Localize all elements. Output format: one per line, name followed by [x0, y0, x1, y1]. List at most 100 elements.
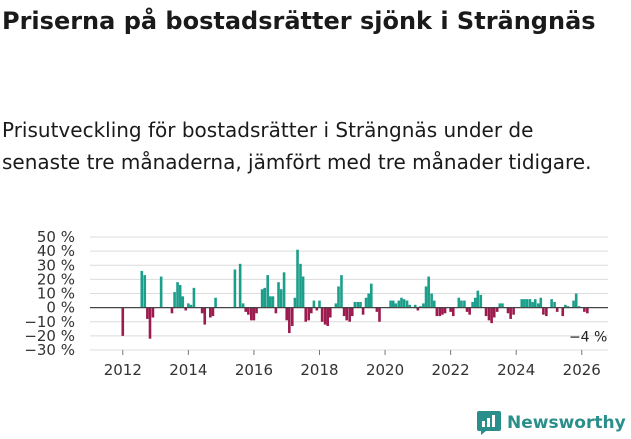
- bar: [189, 304, 193, 308]
- bar: [121, 307, 125, 336]
- bar: [178, 285, 182, 308]
- y-tick-label: 10 %: [37, 285, 75, 303]
- bar: [233, 269, 237, 308]
- x-tick-label: 2014: [169, 361, 207, 379]
- bar: [359, 301, 362, 308]
- bar: [203, 307, 207, 325]
- bar: [405, 300, 409, 308]
- bar: [495, 307, 499, 312]
- bar: [364, 297, 368, 308]
- bar: [572, 300, 575, 308]
- bar: [181, 296, 185, 308]
- bar: [340, 275, 343, 308]
- bar: [520, 299, 524, 308]
- bar: [159, 276, 163, 308]
- bar: [424, 286, 428, 308]
- bar: [301, 276, 305, 308]
- bar: [309, 307, 313, 314]
- bar: [140, 270, 144, 308]
- y-axis: −30 %−20 %−10 %0 %10 %20 %30 %40 %50 %: [24, 228, 75, 359]
- bar: [255, 307, 258, 314]
- bar: [361, 307, 365, 315]
- y-tick-label: 40 %: [37, 242, 75, 260]
- bar: [214, 297, 217, 308]
- chart-subtitle: Prisutveckling för bostadsrätter i Strän…: [2, 118, 592, 174]
- bar: [487, 307, 491, 321]
- bar: [170, 307, 174, 314]
- bar: [479, 294, 483, 308]
- bar: [539, 297, 543, 308]
- bar: [553, 301, 556, 308]
- bar: [290, 307, 294, 326]
- x-tick-label: 2012: [104, 361, 142, 379]
- bar: [460, 300, 463, 308]
- brand-name: Newsworthy: [507, 413, 626, 433]
- x-axis: 2012 2014 2016 2018 2020 2022 2024 2026: [104, 350, 601, 379]
- bar: [536, 303, 540, 308]
- bar: [323, 307, 327, 325]
- bar: [550, 299, 553, 308]
- bar: [432, 300, 436, 308]
- newsworthy-logo-icon: [477, 411, 501, 435]
- bar: [545, 307, 548, 317]
- bar: [238, 263, 242, 308]
- bar: [337, 286, 340, 308]
- x-tick-label: 2022: [432, 361, 470, 379]
- x-tick-label: 2026: [563, 361, 601, 379]
- y-tick-label: 20 %: [37, 270, 75, 288]
- bar: [285, 307, 289, 321]
- bar: [509, 307, 512, 319]
- bar: [353, 301, 357, 308]
- bar: [427, 276, 430, 308]
- bar: [438, 307, 442, 317]
- bar: [367, 293, 370, 308]
- bar: [443, 307, 447, 314]
- bar: [296, 249, 299, 308]
- bar: [561, 307, 565, 317]
- bar: [413, 304, 417, 308]
- bar: [400, 297, 403, 308]
- bar: [250, 307, 253, 321]
- bar: [402, 299, 406, 308]
- bar: [299, 263, 302, 308]
- bar: [318, 300, 321, 308]
- bar: [574, 293, 578, 308]
- bar: [465, 307, 469, 312]
- bar: [476, 290, 480, 308]
- bar: [441, 307, 444, 315]
- bar: [566, 306, 570, 308]
- bar: [408, 304, 411, 308]
- bar: [389, 300, 392, 308]
- bar: [498, 303, 502, 308]
- bar: [564, 304, 567, 308]
- bar: [397, 300, 401, 308]
- bar: [492, 307, 496, 318]
- bar: [211, 307, 215, 317]
- bar: [369, 283, 373, 308]
- bar: [320, 307, 324, 322]
- bar: [586, 307, 589, 314]
- bar: [473, 297, 477, 308]
- bar: [274, 307, 278, 314]
- y-tick-label: 50 %: [37, 228, 75, 246]
- bar: [422, 303, 425, 308]
- bar: [176, 282, 179, 308]
- bar: [449, 307, 452, 312]
- bar: [451, 307, 455, 317]
- bar: [209, 307, 212, 318]
- bar: [416, 307, 420, 311]
- bar: [484, 307, 488, 317]
- bar: [252, 307, 256, 321]
- y-tick-label: −30 %: [24, 341, 75, 359]
- bar: [241, 303, 245, 308]
- bar: [542, 307, 545, 315]
- bar: [184, 307, 188, 311]
- bar: [244, 307, 248, 312]
- bar: [356, 301, 360, 308]
- y-tick-label: 30 %: [37, 256, 75, 274]
- bar: [378, 307, 381, 322]
- bar: [282, 272, 286, 308]
- bar: [151, 307, 155, 318]
- bar: [279, 289, 283, 308]
- bar: [277, 282, 280, 308]
